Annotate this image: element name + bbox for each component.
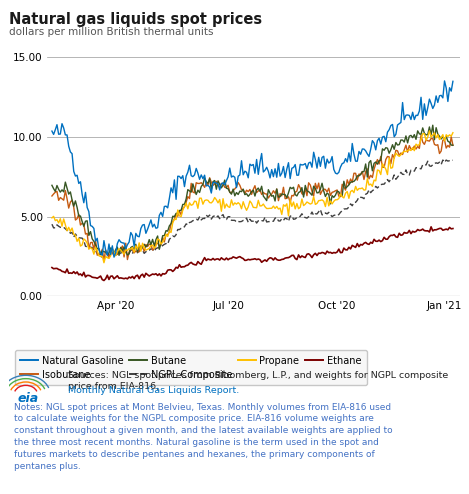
Text: Monthly Natural Gas Liquids Report.: Monthly Natural Gas Liquids Report. <box>68 386 239 395</box>
Text: Natural gas liquids spot prices: Natural gas liquids spot prices <box>9 12 263 27</box>
Legend: Natural Gasoline, Isobutane, Butane, NGPL Composite, Propane, Ethane: Natural Gasoline, Isobutane, Butane, NGP… <box>15 350 367 385</box>
Text: Sources: NGL spot prices from Bloomberg, L.P., and weights for NGPL composite
pr: Sources: NGL spot prices from Bloomberg,… <box>68 371 448 391</box>
Text: eia: eia <box>18 392 39 405</box>
Text: dollars per million British thermal units: dollars per million British thermal unit… <box>9 27 214 37</box>
Text: Notes: NGL spot prices at Mont Belvieu, Texas. Monthly volumes from EIA-816 used: Notes: NGL spot prices at Mont Belvieu, … <box>14 403 393 471</box>
